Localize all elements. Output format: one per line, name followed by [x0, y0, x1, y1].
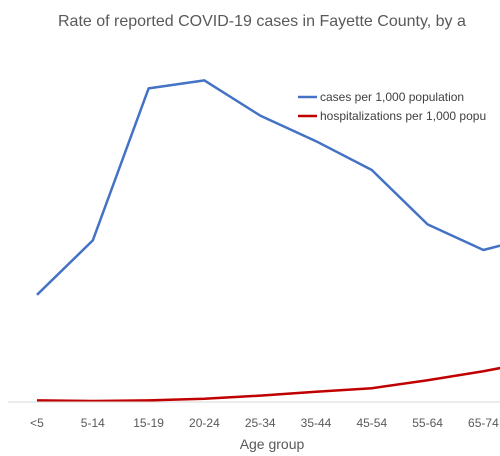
x-tick-labels: <5 5-14 15-19 20-24 25-34 35-44 45-54 55-64 65-7…: [30, 416, 499, 430]
legend-label-hospitalizations: hospitalizations per 1,000 popu: [320, 109, 486, 123]
x-tick-label: 35-44: [301, 416, 332, 430]
x-tick-label: 25-34: [245, 416, 276, 430]
series-line-0: [36, 79, 500, 296]
x-tick-label: 15-19: [133, 416, 164, 430]
legend: cases per 1,000 population hospitalizati…: [298, 90, 486, 123]
series-line-1: [36, 366, 500, 403]
x-tick-label: 55-64: [412, 416, 443, 430]
x-tick-label: 45-54: [356, 416, 387, 430]
legend-label-cases: cases per 1,000 population: [320, 90, 464, 104]
x-axis-title: Age group: [240, 436, 305, 452]
chart-title: Rate of reported COVID-19 cases in Fayet…: [58, 13, 466, 30]
x-tick-label: 20-24: [189, 416, 220, 430]
x-tick-label: 5-14: [81, 416, 105, 430]
x-tick-label: <5: [30, 416, 44, 430]
x-tick-label: 65-74: [468, 416, 499, 430]
plot-area: [36, 79, 500, 403]
